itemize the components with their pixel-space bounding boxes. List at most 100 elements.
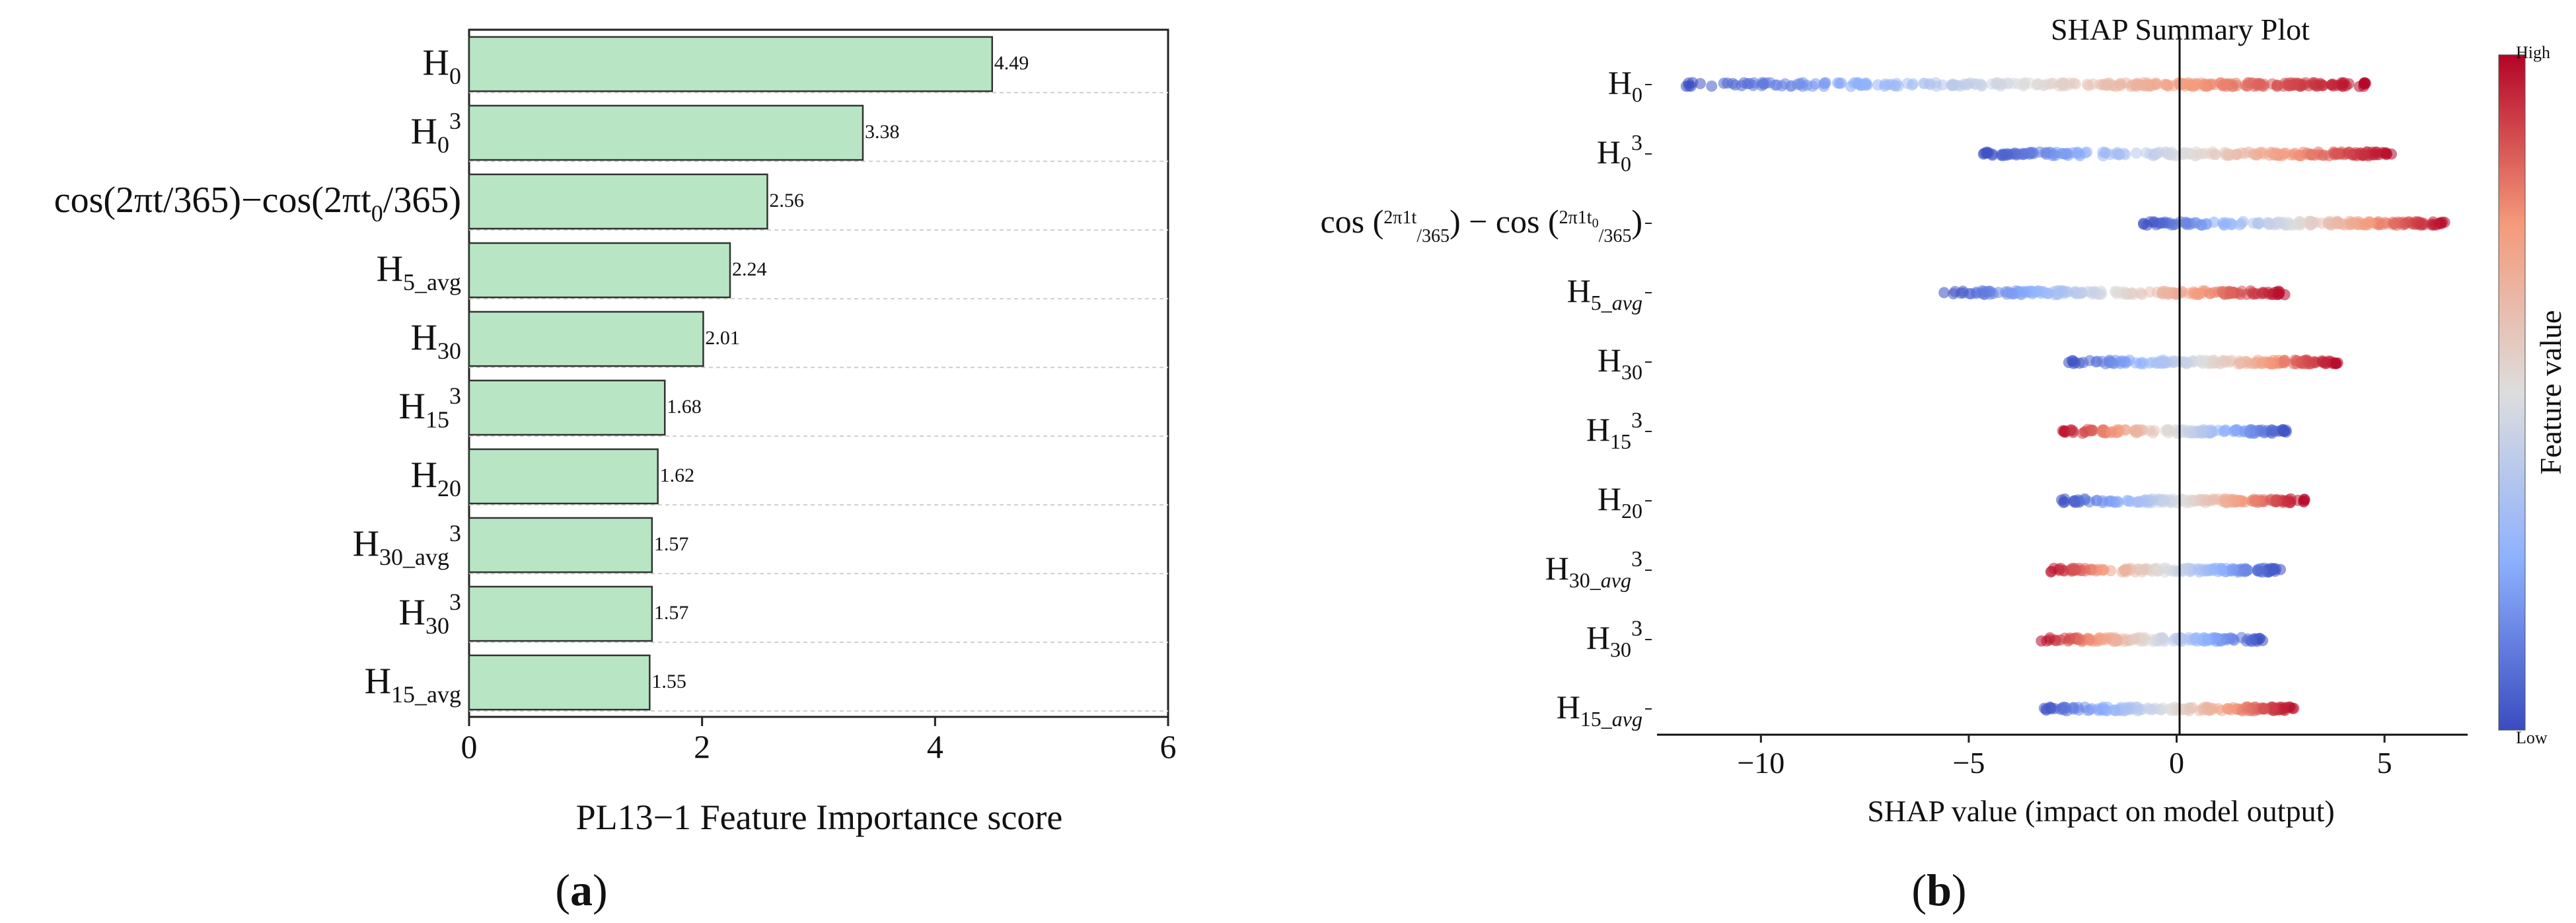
chart-a-bar (468, 173, 768, 230)
chart-b-point (2052, 288, 2064, 300)
chart-b-point (2130, 357, 2142, 369)
chart-b-point (2289, 79, 2300, 91)
chart-b-point (2036, 635, 2047, 647)
chart-b-point (2141, 79, 2153, 91)
chart-b-point (2257, 635, 2269, 646)
chart-b-point (2004, 287, 2016, 299)
chart-a-value-label: 1.68 (667, 396, 702, 418)
chart-b-point (2299, 79, 2310, 91)
chart-b-point (2315, 79, 2327, 91)
chart-b-point (2172, 77, 2184, 89)
chart-b-point (2251, 79, 2263, 91)
chart-b-point (1907, 78, 1919, 90)
chart-b-point (2154, 146, 2166, 158)
chart-b-point (2158, 355, 2170, 367)
chart-a-bars: 4.49 3.38 2.56 2.24 2.01 1.68 1.62 1.57 1.57 1.55 (468, 36, 1029, 711)
chart-b-point (2158, 495, 2170, 507)
chart-b-point (1872, 79, 1884, 91)
chart-b-point (2059, 632, 2071, 644)
chart-b-point (1727, 77, 1739, 89)
chart-b-point (2205, 79, 2217, 91)
chart-b-point (2131, 79, 2143, 91)
chart-b-point (2144, 425, 2156, 437)
chart-b-point (2429, 219, 2441, 231)
chart-b-point (2060, 148, 2072, 160)
chart-b-point (2205, 704, 2217, 716)
chart-b-point (1706, 80, 1718, 92)
chart-b-point (2086, 288, 2098, 300)
chart-b-point (2263, 149, 2275, 161)
chart-b-point (2097, 146, 2109, 158)
chart-a-y-tick-labels: H0 H03 cos(2πt/365)−cos(2πt0/365) H5_avg H30… (54, 42, 461, 708)
chart-b-point (2238, 564, 2250, 576)
chart-a-category-label: H153 (399, 383, 461, 433)
colorbar-gradient (2498, 54, 2526, 731)
chart-b-point (2209, 149, 2221, 161)
chart-b-point (1962, 78, 1974, 90)
colorbar-low-label: Low (2516, 728, 2548, 747)
chart-a-bar (468, 448, 659, 505)
chart-b-point (2074, 634, 2086, 646)
chart-b-point (2278, 425, 2289, 437)
colorbar-title: Feature value (2534, 310, 2567, 474)
chart-b-point (1779, 78, 1791, 90)
chart-a-value-label: 1.55 (651, 671, 686, 692)
chart-b-point (2152, 565, 2164, 577)
chart-b-point (2171, 497, 2183, 509)
chart-b-point (2332, 215, 2343, 227)
chart-b-point (2234, 219, 2246, 231)
chart-b-point (2157, 632, 2169, 644)
chart-b-point (2236, 632, 2248, 644)
chart-b-point (2097, 495, 2109, 507)
chart-b-point (1860, 77, 1872, 89)
chart-b-point (2162, 424, 2173, 435)
chart-b-point (2141, 219, 2153, 231)
chart-b-point (1930, 77, 1942, 89)
chart-b-point (2060, 702, 2072, 714)
chart-a-x-tick-label: 2 (694, 728, 710, 765)
chart-b-point (1957, 285, 1969, 297)
chart-b-point (2330, 358, 2342, 369)
chart-b-point (2163, 564, 2175, 576)
chart-b-point (2217, 80, 2228, 92)
chart-b-point (2059, 493, 2071, 505)
chart-b-point (2387, 219, 2399, 231)
chart-a-x-tick-label: 4 (927, 728, 943, 765)
panel-label-a: (a) (555, 865, 607, 915)
chart-b-category-label: H5_avg (1567, 272, 1642, 314)
chart-b-point (1948, 288, 1960, 300)
chart-b-point (2119, 149, 2131, 161)
chart-b-point (2208, 216, 2220, 228)
chart-b-point (2265, 562, 2277, 574)
chart-b-point (2320, 357, 2331, 369)
chart-b-point (2238, 425, 2250, 437)
chart-b-point (2180, 219, 2192, 231)
chart-b-point (1757, 78, 1769, 90)
chart-b-point (2101, 77, 2113, 89)
chart-b-point (2106, 426, 2117, 437)
chart-b-point (1983, 147, 1995, 159)
chart-b-point (2207, 563, 2219, 575)
chart-b-point (2095, 285, 2107, 297)
chart-b-y-tick-labels: H0 H03 cos (2π1t/365) − cos (2π1t0/365) H5_… (1320, 64, 1652, 731)
chart-a-category-label: H15_avg (365, 661, 461, 708)
chart-b-point (2164, 703, 2175, 715)
chart-b-point (2053, 80, 2065, 92)
chart-b-point (2215, 358, 2226, 370)
chart-b-category-label: H30 (1598, 342, 1642, 384)
chart-b-point (1851, 77, 1862, 89)
chart-b-point (2271, 286, 2283, 298)
chart-b-point (2191, 632, 2203, 644)
chart-b-point (2196, 355, 2208, 367)
chart-b-point (2184, 147, 2196, 159)
chart-a-bar (468, 379, 666, 436)
colorbar: High Low Feature value (2498, 43, 2567, 747)
chart-b-point (2176, 636, 2188, 647)
chart-b-point (2147, 493, 2158, 505)
chart-b-point (2207, 494, 2219, 506)
chart-b-point (2098, 633, 2109, 645)
chart-b-point (2188, 81, 2199, 92)
chart-b-category-label: cos (2π1t/365) − cos (2π1t0/365) (1320, 203, 1642, 246)
chart-b-point (2263, 219, 2275, 231)
